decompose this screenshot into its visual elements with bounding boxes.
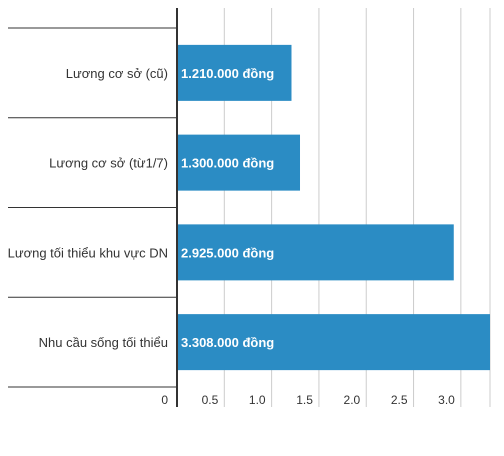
tick-label-4: 2.0 (344, 393, 361, 407)
bar-2 (177, 224, 454, 281)
tick-label-2: 1.0 (249, 393, 266, 407)
category-separators (8, 27, 177, 388)
category-label-2: Lương tối thiểu khu vực DN (8, 245, 168, 260)
tick-label-3: 1.5 (296, 393, 313, 407)
tick-label-1: 0.5 (202, 393, 219, 407)
bars (177, 44, 490, 371)
labels: 1.210.000 đồng Lương cơ sở (cũ) 1.300.000 … (8, 66, 456, 407)
category-label-1: Lương cơ sở (từ1/7) (49, 156, 168, 171)
data-label-1: 1.300.000 đồng (181, 156, 274, 171)
bar-3 (177, 314, 490, 371)
category-label-3: Nhu cầu sống tối thiểu (39, 335, 168, 350)
data-label-3: 3.308.000 đồng (181, 335, 274, 350)
data-label-2: 2.925.000 đồng (181, 245, 274, 260)
bar-0 (177, 44, 292, 101)
tick-label-5: 2.5 (391, 393, 408, 407)
tick-label-6: 3.0 (438, 393, 455, 407)
data-label-0: 1.210.000 đồng (181, 66, 274, 81)
tick-label-0: 0 (161, 393, 168, 407)
bar-1 (177, 134, 301, 191)
category-label-0: Lương cơ sở (cũ) (66, 66, 168, 81)
